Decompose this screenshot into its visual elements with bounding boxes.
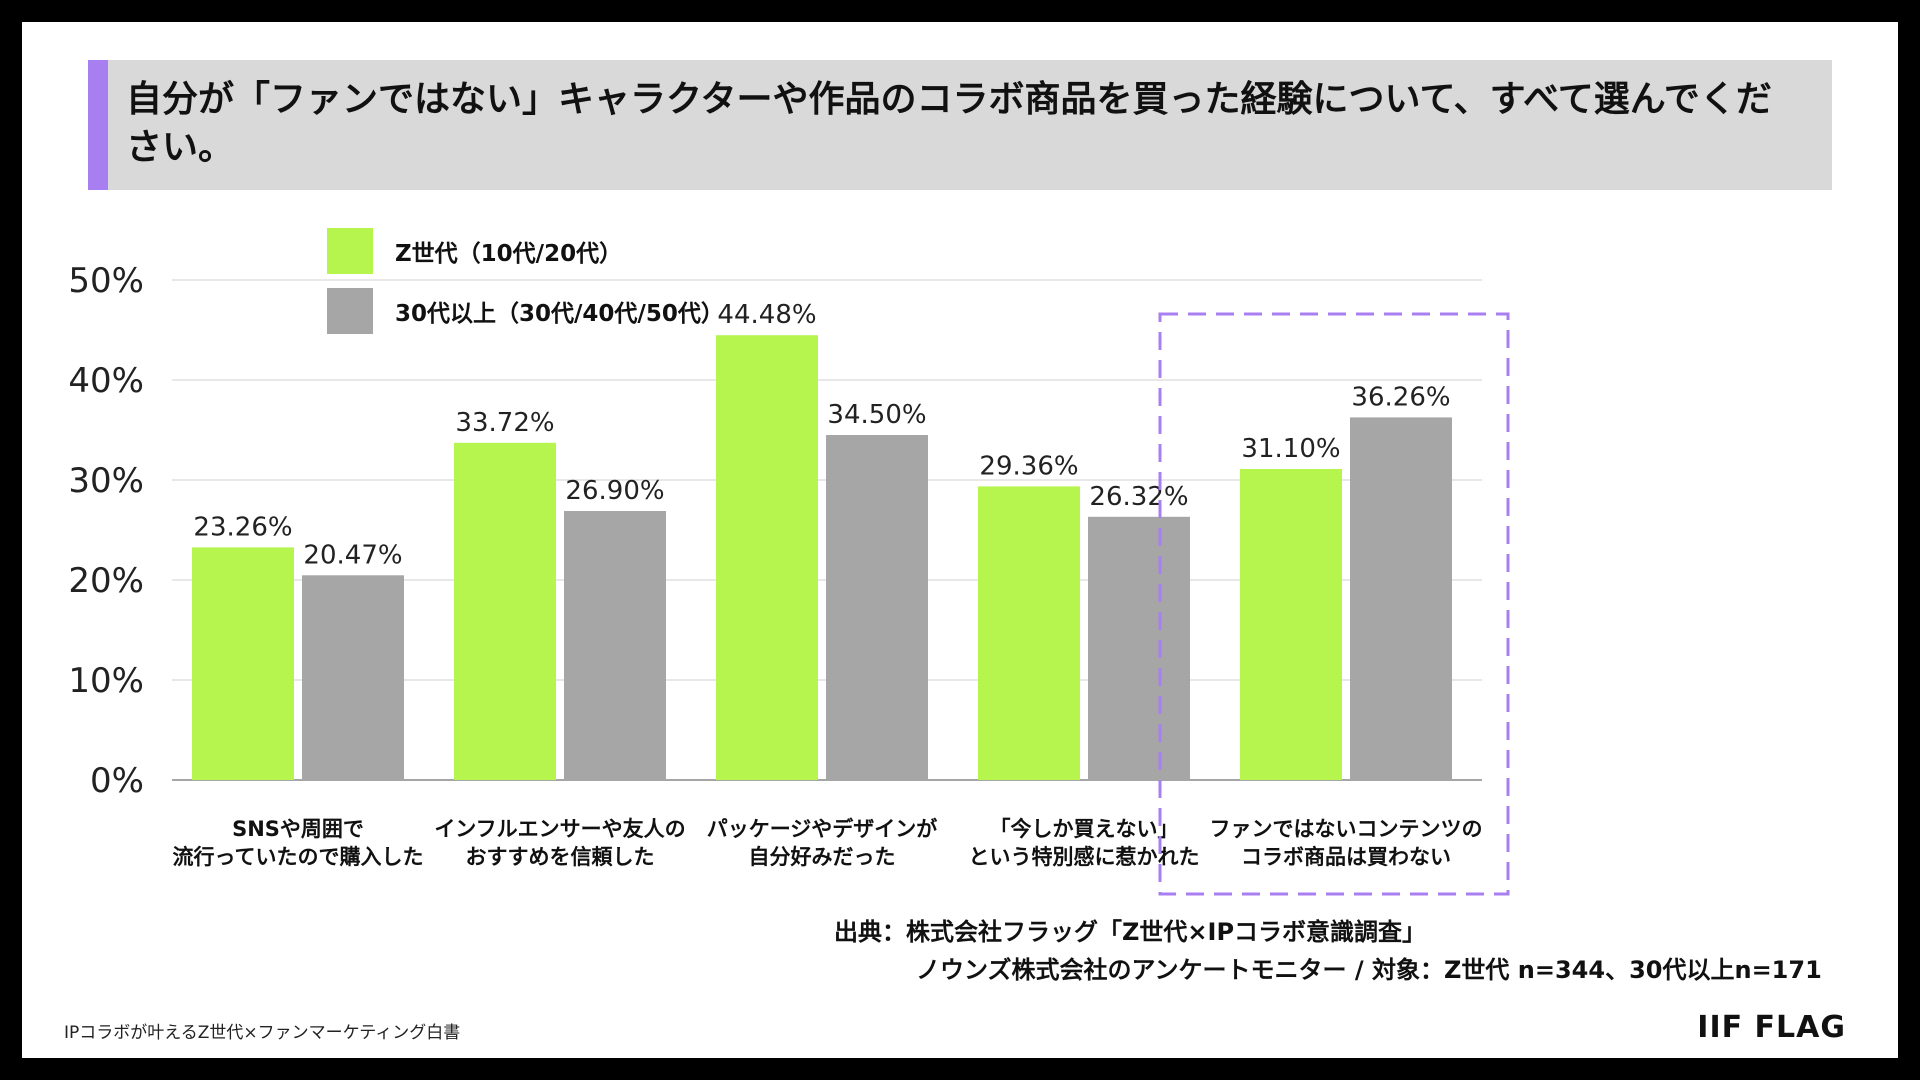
bar bbox=[978, 486, 1080, 780]
x-tick-label: 流行っていたので購入した bbox=[173, 845, 424, 869]
legend-item-genz: Z世代（10代/20代） bbox=[327, 228, 622, 274]
x-tick-label: 「今しか買えない」 bbox=[990, 817, 1179, 841]
bar bbox=[1088, 516, 1190, 780]
x-tick-label: という特別感に惹かれた bbox=[969, 845, 1200, 869]
highlight-box bbox=[1158, 312, 1510, 896]
slide: 自分が「ファンではない」キャラクターや作品のコラボ商品を買った経験について、すべ… bbox=[22, 22, 1898, 1058]
x-tick-label: 自分好みだった bbox=[749, 845, 896, 869]
data-label: 23.26% bbox=[193, 512, 292, 542]
bar bbox=[1240, 469, 1342, 780]
y-tick-label: 10% bbox=[68, 661, 144, 701]
x-tick-label: SNSや周囲で bbox=[232, 817, 364, 841]
data-label: 31.10% bbox=[1241, 434, 1340, 464]
data-label: 33.72% bbox=[455, 408, 554, 438]
x-tick-label: ファンではないコンテンツの bbox=[1210, 817, 1483, 841]
bar bbox=[826, 435, 928, 780]
chart-title: 自分が「ファンではない」キャラクターや作品のコラボ商品を買った経験について、すべ… bbox=[126, 79, 1772, 168]
data-label: 29.36% bbox=[979, 451, 1078, 481]
legend-item-older: 30代以上（30代/40代/50代） bbox=[327, 288, 724, 334]
x-tick-label: おすすめを信頼した bbox=[466, 845, 655, 869]
legend-swatch-genz bbox=[327, 228, 373, 274]
data-label: 44.48% bbox=[717, 300, 816, 330]
footer-publication: IPコラボが叶えるZ世代×ファンマーケティング白書 bbox=[64, 1023, 461, 1043]
y-tick-label: 30% bbox=[68, 461, 144, 501]
source-line-1: 出典：株式会社フラッグ「Z世代×IPコラボ意識調査」 bbox=[834, 918, 1427, 946]
title-accent-bar bbox=[88, 60, 108, 190]
x-tick-label: インフルエンサーや友人の bbox=[434, 817, 685, 841]
data-label: 20.47% bbox=[303, 540, 402, 570]
bar bbox=[1350, 417, 1452, 780]
data-label: 26.32% bbox=[1089, 482, 1188, 512]
bar bbox=[192, 547, 294, 780]
y-tick-label: 20% bbox=[68, 561, 144, 601]
title-box: 自分が「ファンではない」キャラクターや作品のコラボ商品を買った経験について、すべ… bbox=[88, 60, 1832, 190]
y-tick-label: 50% bbox=[68, 261, 144, 301]
bar bbox=[302, 575, 404, 780]
bar bbox=[454, 442, 556, 780]
data-label: 26.90% bbox=[565, 476, 664, 506]
bar-chart: 0% 10% 20% 30% 40% 50% 23.26% 20.47% SNSや周囲で流行って… bbox=[68, 261, 1510, 896]
source-line-2: ノウンズ株式会社のアンケートモニター / 対象：Z世代 n=344、30代以上n… bbox=[916, 956, 1822, 984]
bar bbox=[716, 335, 818, 780]
bar bbox=[564, 511, 666, 780]
data-label: 36.26% bbox=[1351, 382, 1450, 412]
legend-label-genz: Z世代（10代/20代） bbox=[395, 241, 623, 267]
legend-label-older: 30代以上（30代/40代/50代） bbox=[395, 301, 724, 327]
x-tick-label: コラボ商品は買わない bbox=[1241, 845, 1451, 869]
x-tick-label: パッケージやデザインが bbox=[707, 817, 938, 841]
data-label: 34.50% bbox=[827, 400, 926, 430]
y-tick-label: 40% bbox=[68, 361, 144, 401]
brand-logo: IIF FLAG bbox=[1697, 1010, 1846, 1045]
legend-swatch-older bbox=[327, 288, 373, 334]
y-tick-label: 0% bbox=[90, 761, 144, 801]
